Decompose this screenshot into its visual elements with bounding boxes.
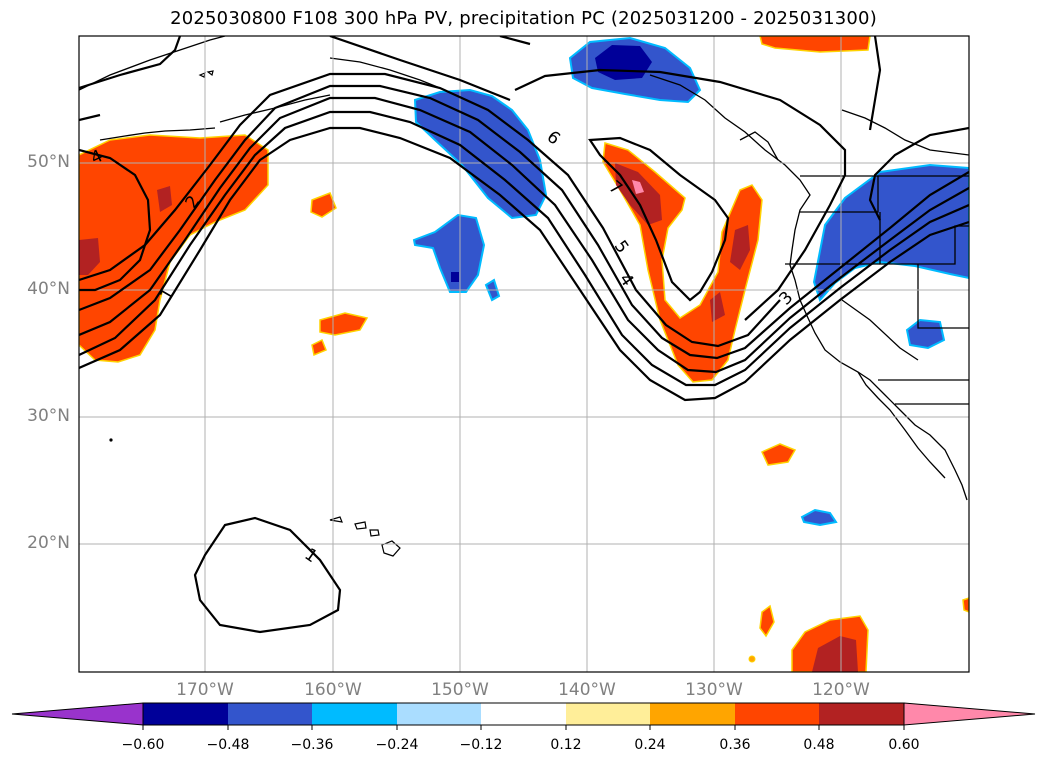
colorbar-segment (143, 703, 228, 725)
precip-negative-areas (412, 36, 969, 527)
colorbar-tick-label: −0.48 (206, 737, 250, 753)
map-frame (78, 35, 970, 673)
colorbar-tick-label: −0.60 (121, 737, 165, 753)
colorbar-segment (819, 703, 904, 725)
lat-label-40n: 40°N (27, 279, 70, 299)
contour-label: 1 (301, 545, 321, 568)
colorbar-tick-label: 0.48 (803, 737, 835, 753)
colorbar-tick-label: −0.12 (459, 737, 503, 753)
colorbar-tick-label: −0.36 (290, 737, 334, 753)
colorbar-segment (650, 703, 735, 725)
colorbar-segment (735, 703, 819, 725)
lon-label-140w: 140°W (558, 680, 616, 700)
lat-label-30n: 30°N (27, 406, 70, 426)
colorbar-extend-min (11, 702, 144, 726)
colorbar-segment (481, 703, 566, 725)
contour-label: 5 (610, 237, 633, 257)
lon-label-170w: 170°W (176, 680, 234, 700)
colorbar-tick-label: 0.12 (550, 737, 582, 753)
lat-label-50n: 50°N (27, 152, 70, 172)
lat-label-20n: 20°N (27, 533, 70, 553)
lon-label-120w: 120°W (812, 680, 870, 700)
colorbar-tick-label: 0.36 (719, 737, 751, 753)
lon-label-130w: 130°W (685, 680, 743, 700)
colorbar-tick-label: −0.24 (375, 737, 419, 753)
colorbar-tick-label: 0.60 (888, 737, 920, 753)
colorbar-segment (228, 703, 312, 725)
map-title: 2025030800 F108 300 hPa PV, precipitatio… (170, 8, 877, 29)
colorbar (11, 702, 1036, 730)
colorbar-segment (397, 703, 481, 725)
colorbar-segment (566, 703, 650, 725)
gridlines (79, 36, 969, 672)
colorbar-tick-label: 0.24 (634, 737, 666, 753)
colorbar-segment (312, 703, 397, 725)
colorbar-extend-max (903, 702, 1036, 726)
pv-contours (79, 36, 969, 634)
lon-label-160w: 160°W (304, 680, 362, 700)
lon-label-150w: 150°W (431, 680, 489, 700)
contour-label: 6 (543, 127, 564, 149)
precip-positive-areas (79, 36, 969, 672)
